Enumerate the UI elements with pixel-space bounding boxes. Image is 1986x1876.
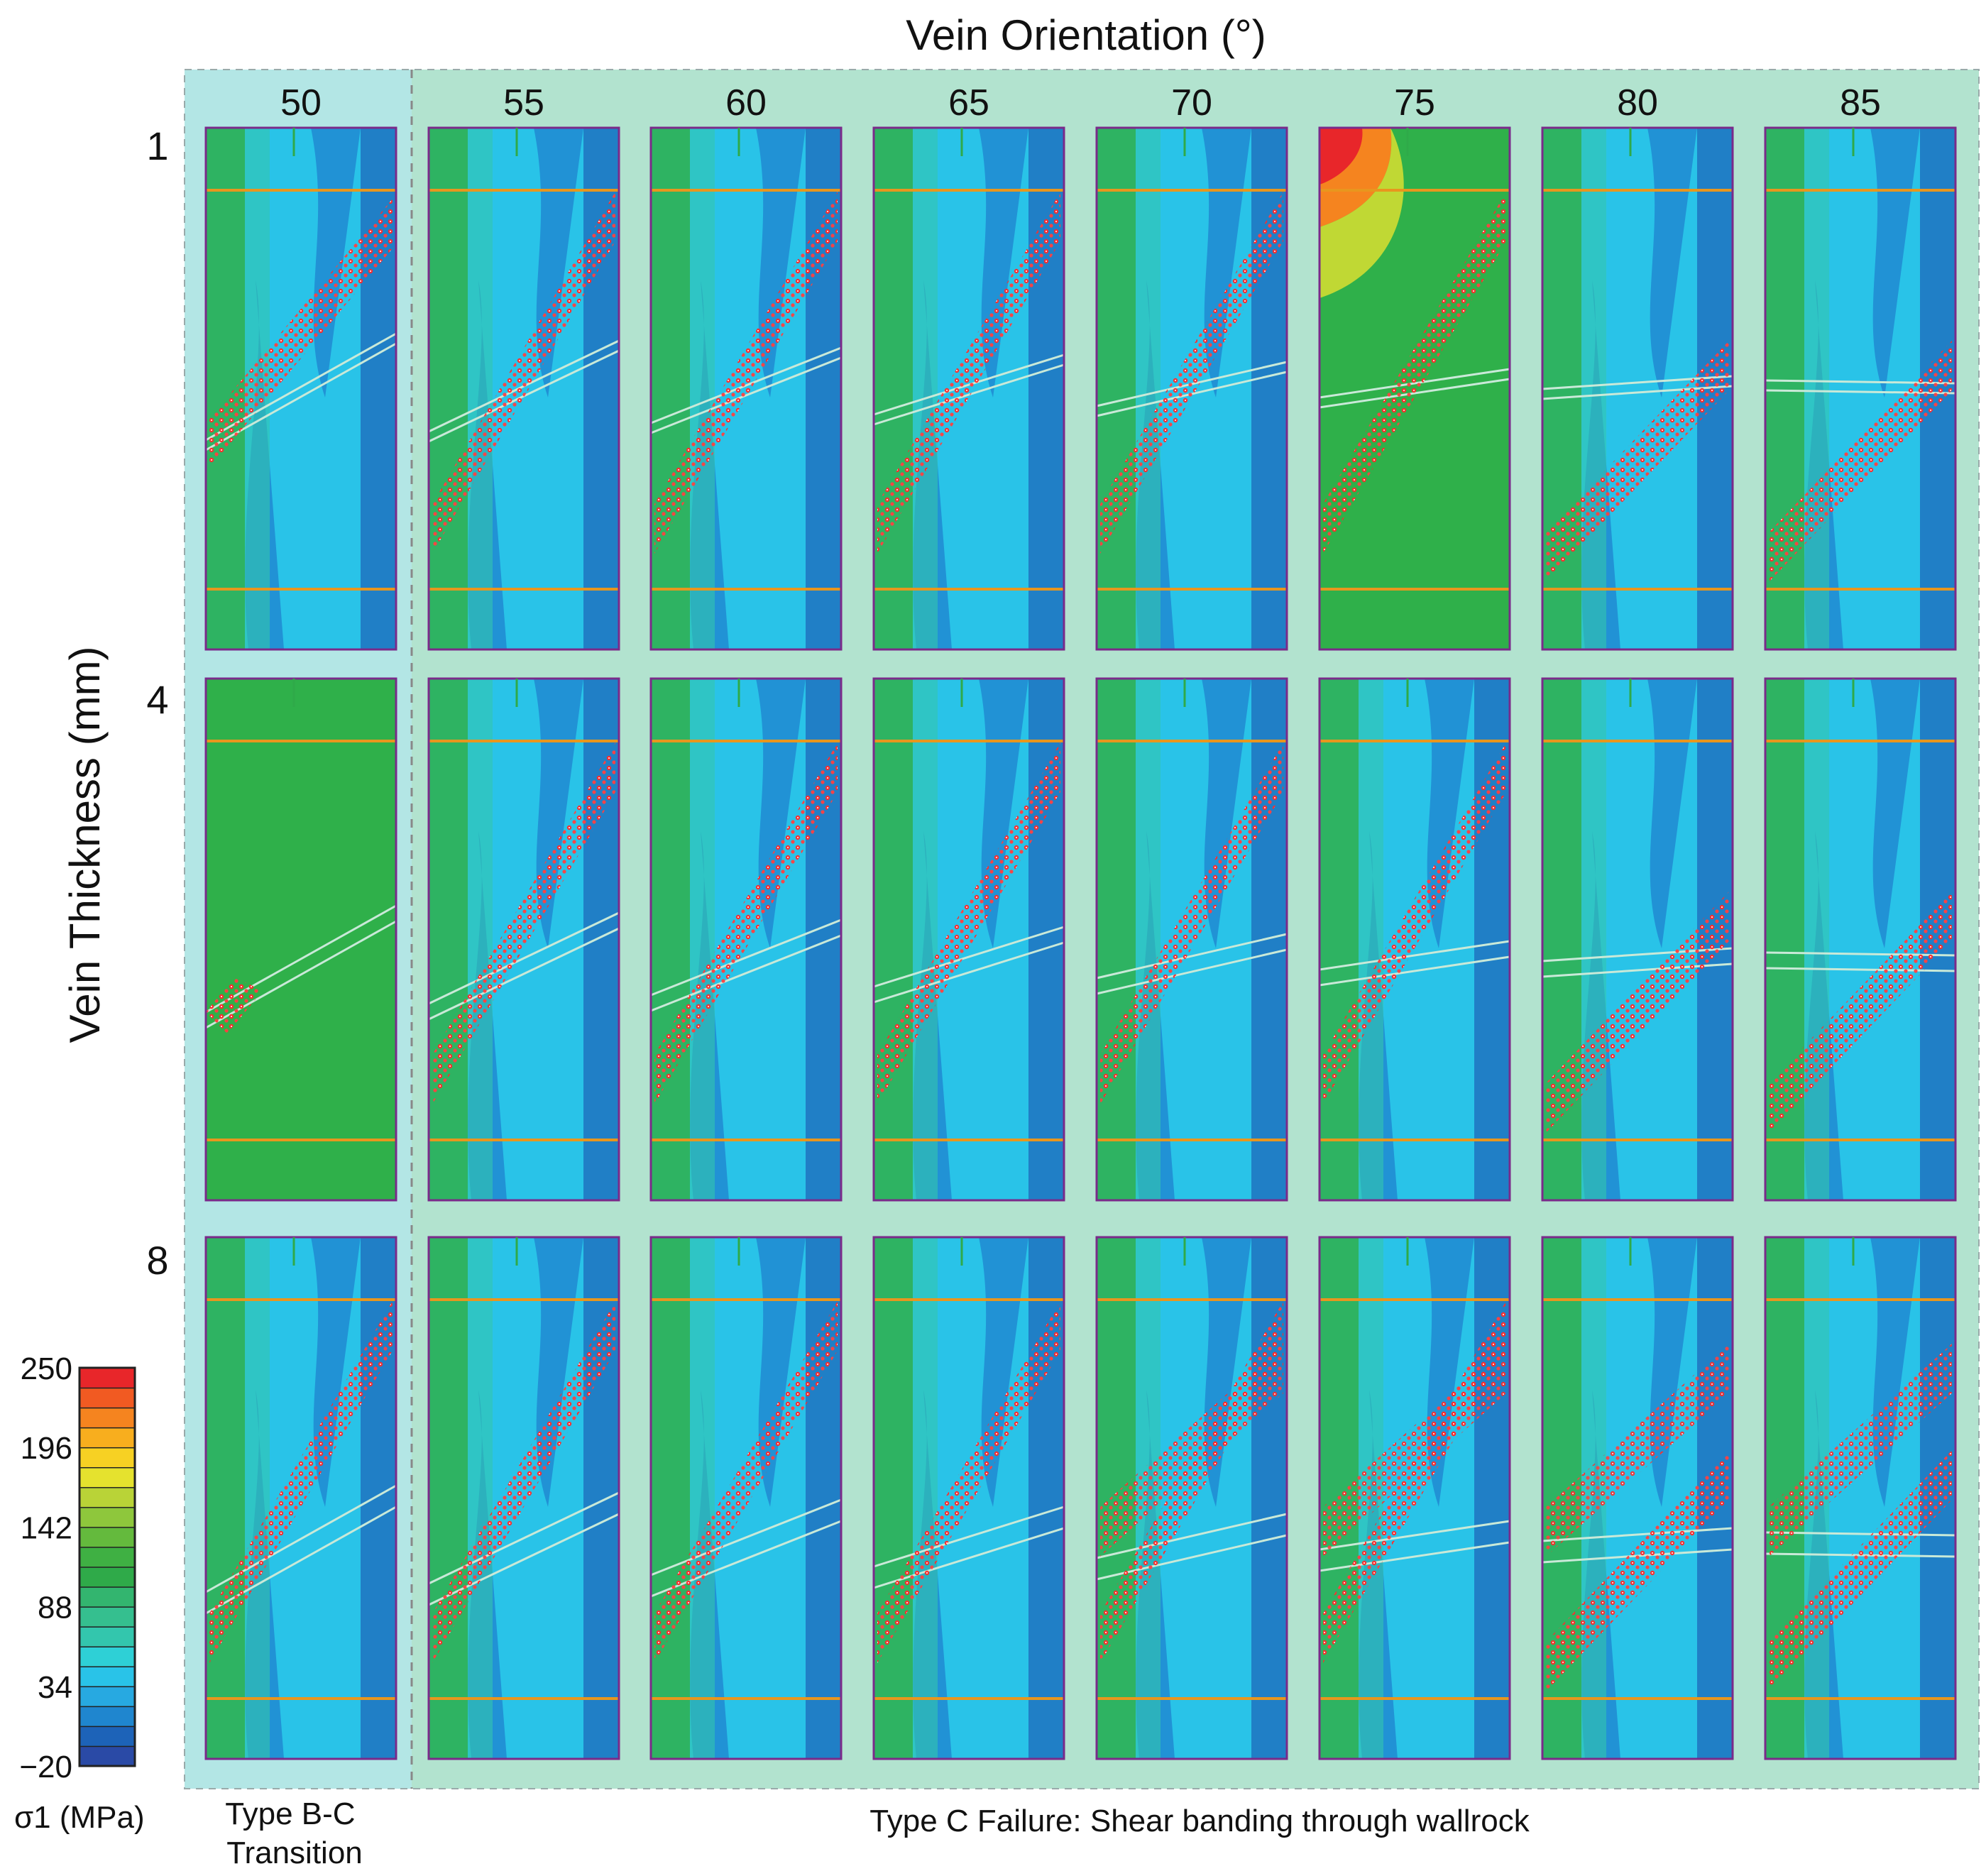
colorbar-swatch bbox=[79, 1706, 136, 1728]
type-bc-line1: Type B-C bbox=[225, 1797, 355, 1831]
colorbar-swatch bbox=[79, 1506, 136, 1528]
colorbar-swatch bbox=[79, 1726, 136, 1748]
colorbar-swatch bbox=[79, 1526, 136, 1548]
orientation-labels: 50 55 60 65 70 75 80 85 bbox=[280, 82, 1881, 124]
colorbar-tick-label: 88 bbox=[38, 1591, 72, 1625]
colorbar-swatch bbox=[79, 1447, 136, 1469]
stress-panel bbox=[1541, 677, 1734, 1202]
stress-panel bbox=[427, 677, 620, 1202]
type-c-label: Type C Failure: Shear banding through wa… bbox=[869, 1804, 1530, 1838]
colorbar-swatch bbox=[79, 1427, 136, 1449]
colorbar-tick-label: −20 bbox=[19, 1750, 72, 1784]
thickness-label: 8 bbox=[146, 1238, 168, 1283]
stress-panel bbox=[1764, 126, 1957, 651]
colorbar-swatch bbox=[79, 1606, 136, 1628]
stress-panel bbox=[1764, 677, 1957, 1202]
colorbar: 250 196 142 88 34 −20 bbox=[19, 1351, 136, 1784]
orientation-label: 85 bbox=[1840, 82, 1881, 124]
colorbar-swatch bbox=[79, 1566, 136, 1588]
stress-panel bbox=[427, 1236, 620, 1760]
colorbar-swatch bbox=[79, 1625, 136, 1647]
stress-panel bbox=[872, 126, 1065, 651]
colorbar-swatch bbox=[79, 1546, 136, 1568]
type-bc-label: Type B-C Transition bbox=[225, 1797, 364, 1870]
stress-panel bbox=[872, 1236, 1065, 1760]
thickness-label: 4 bbox=[146, 677, 168, 722]
y-axis-title: Vein Thickness (mm) bbox=[61, 646, 109, 1043]
stress-panel bbox=[649, 126, 843, 651]
stress-panel bbox=[1095, 677, 1288, 1202]
thickness-labels: 1 4 8 bbox=[146, 124, 168, 1283]
stress-panel bbox=[204, 677, 397, 1202]
colorbar-swatch bbox=[79, 1466, 136, 1488]
orientation-label: 55 bbox=[503, 82, 544, 124]
colorbar-swatch bbox=[79, 1586, 136, 1608]
stress-panel bbox=[204, 1236, 397, 1760]
colorbar-tick-label: 196 bbox=[21, 1431, 72, 1466]
colorbar-swatch bbox=[79, 1645, 136, 1667]
stress-panel bbox=[1541, 1236, 1734, 1760]
panel-grid bbox=[204, 126, 1957, 1760]
stress-panel bbox=[1764, 1236, 1957, 1760]
orientation-label: 60 bbox=[725, 82, 767, 124]
stress-panel bbox=[1095, 126, 1288, 651]
colorbar-swatch bbox=[79, 1387, 136, 1409]
orientation-label: 50 bbox=[280, 82, 322, 124]
orientation-label: 75 bbox=[1394, 82, 1435, 124]
chart-title: Vein Orientation (°) bbox=[906, 11, 1266, 59]
colorbar-swatch bbox=[79, 1686, 136, 1708]
orientation-label: 65 bbox=[948, 82, 989, 124]
orientation-label: 70 bbox=[1171, 82, 1212, 124]
stress-panel bbox=[1318, 1236, 1511, 1760]
thickness-label: 1 bbox=[146, 124, 168, 168]
stress-panel bbox=[204, 126, 397, 651]
colorbar-swatch bbox=[79, 1745, 136, 1767]
stress-panel bbox=[427, 126, 620, 651]
stress-panel bbox=[1318, 126, 1511, 651]
figure-border bbox=[184, 69, 1980, 1789]
stress-panel bbox=[649, 677, 843, 1202]
stress-panel bbox=[1318, 677, 1511, 1202]
stress-panel bbox=[1095, 1236, 1288, 1760]
colorbar-swatch bbox=[79, 1666, 136, 1688]
stress-panel bbox=[1541, 126, 1734, 651]
colorbar-swatch bbox=[79, 1367, 136, 1389]
colorbar-swatch bbox=[79, 1486, 136, 1508]
colorbar-tick-label: 142 bbox=[21, 1510, 72, 1545]
colorbar-title: σ1 (MPa) bbox=[14, 1800, 145, 1835]
orientation-label: 80 bbox=[1617, 82, 1658, 124]
colorbar-tick-label: 34 bbox=[38, 1670, 72, 1705]
stress-panel bbox=[872, 677, 1065, 1202]
colorbar-tick-label: 250 bbox=[21, 1351, 72, 1386]
type-bc-line2: Transition bbox=[226, 1836, 363, 1870]
colorbar-swatch bbox=[79, 1407, 136, 1429]
stress-panel bbox=[649, 1236, 843, 1760]
